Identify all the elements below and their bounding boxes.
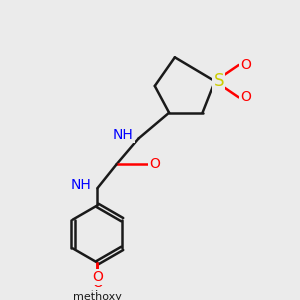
Text: NH: NH (113, 128, 134, 142)
Text: methoxy: methoxy (73, 292, 122, 300)
Text: methoxy: methoxy (73, 290, 122, 300)
Text: O: O (149, 157, 160, 171)
Text: O: O (240, 90, 251, 104)
Text: O: O (92, 270, 103, 284)
Text: S: S (214, 72, 224, 90)
Text: NH: NH (71, 178, 92, 192)
Text: O: O (92, 276, 103, 290)
Text: O: O (240, 58, 251, 72)
